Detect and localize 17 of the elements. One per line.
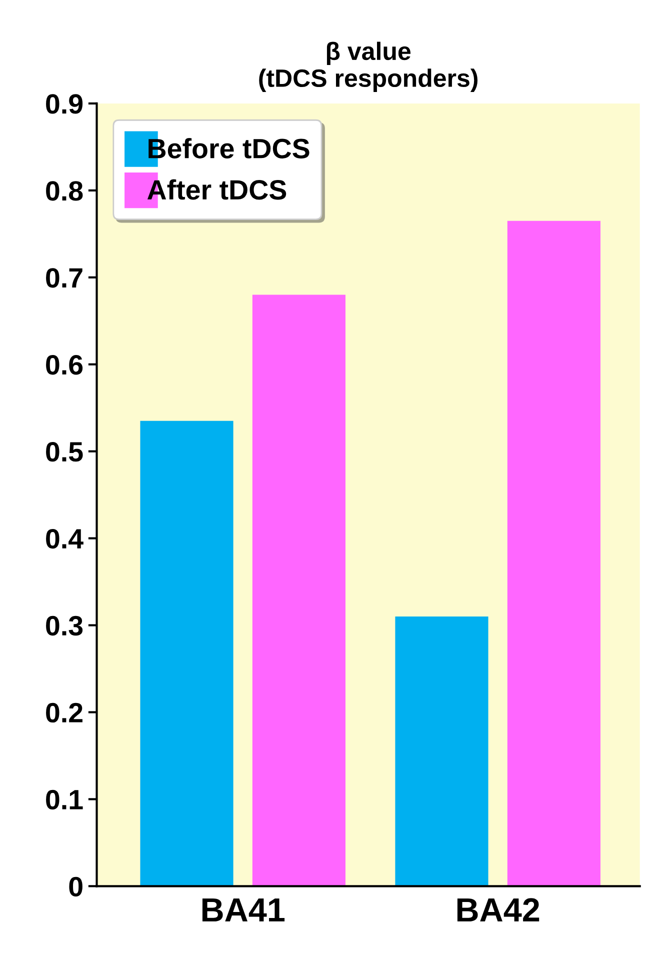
y-tick-label: 0.7 <box>46 268 82 288</box>
y-tick-label: 0.3 <box>46 616 83 636</box>
y-tick-label: 0.6 <box>46 355 83 375</box>
y-tick-label: 0 <box>69 876 82 896</box>
x-tick-label: BA42 <box>457 898 540 922</box>
x-tick-label: BA41 <box>202 898 285 922</box>
bar <box>252 294 346 886</box>
bar <box>507 220 600 886</box>
bar <box>140 420 234 886</box>
y-tick-label: 0.9 <box>46 94 83 114</box>
y-tick-label: 0.8 <box>46 181 83 201</box>
bar <box>395 616 488 886</box>
y-tick-label: 0.4 <box>46 528 84 549</box>
y-tick-label: 0.5 <box>46 442 83 462</box>
chart-title: β value (tDCS responders) <box>259 42 478 92</box>
y-tick-label: 0.2 <box>46 702 82 723</box>
y-tick-label: 0.1 <box>46 790 83 810</box>
